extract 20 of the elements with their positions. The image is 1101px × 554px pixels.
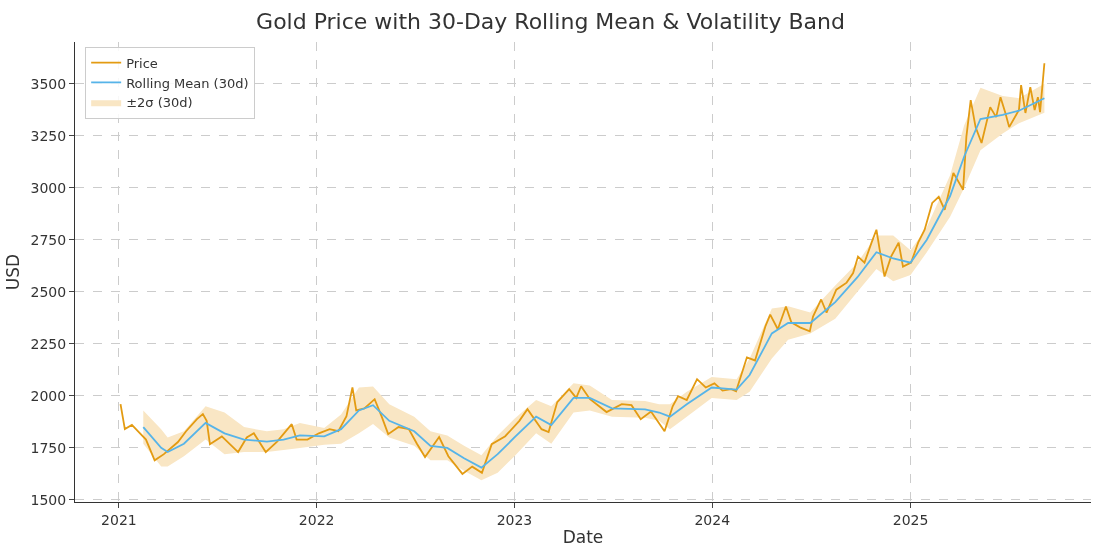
x-tick-label: 2024 bbox=[694, 511, 731, 528]
x-tick-label: 2022 bbox=[298, 511, 335, 528]
y-tick-label: 2750 bbox=[30, 231, 67, 248]
legend-label: Rolling Mean (30d) bbox=[126, 75, 249, 91]
legend-label: ±2σ (30d) bbox=[126, 95, 193, 111]
x-tick-label: 2025 bbox=[892, 511, 929, 528]
y-tick-label: 1500 bbox=[30, 491, 67, 508]
y-tick-label: 2500 bbox=[30, 283, 67, 300]
y-axis-title: USD bbox=[3, 253, 24, 291]
y-tick-label: 1750 bbox=[30, 439, 67, 456]
x-tick-label: 2023 bbox=[496, 511, 533, 528]
y-tick-label: 3250 bbox=[30, 127, 67, 144]
x-tick-label: 2021 bbox=[101, 511, 137, 528]
legend-label: Price bbox=[126, 55, 158, 71]
chart-title: Gold Price with 30-Day Rolling Mean & Volatility Band bbox=[256, 9, 845, 35]
y-tick-label: 2000 bbox=[30, 387, 67, 404]
x-axis-title: Date bbox=[562, 527, 604, 548]
y-tick-label: 2250 bbox=[30, 335, 67, 352]
y-tick-label: 3500 bbox=[30, 75, 67, 92]
y-tick-label: 3000 bbox=[30, 179, 67, 196]
